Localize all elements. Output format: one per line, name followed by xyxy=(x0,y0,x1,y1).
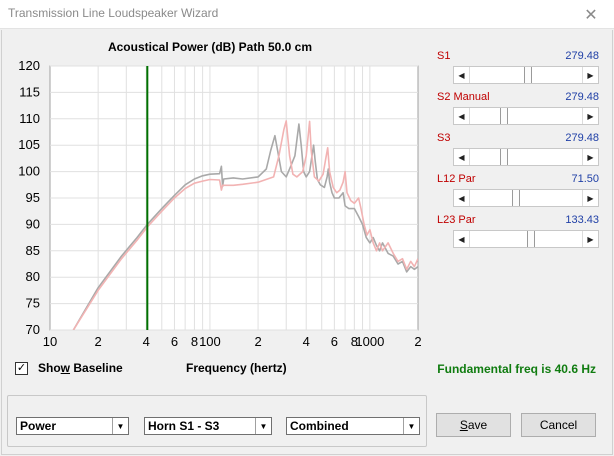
cancel-button[interactable]: Cancel xyxy=(521,413,596,437)
x-axis-label: Frequency (hertz) xyxy=(186,361,287,375)
section-value: Horn S1 - S3 xyxy=(148,419,220,433)
scroll-right-icon[interactable]: ▶ xyxy=(582,108,598,124)
save-accelerator: S xyxy=(459,418,468,432)
y-tick-label: 110 xyxy=(19,111,40,126)
series-line-2 xyxy=(72,120,418,330)
x-tick-label: 1000 xyxy=(355,334,384,349)
slider-s2-label: S2 Manual xyxy=(437,91,490,103)
display-mode-value: Power xyxy=(20,419,57,433)
slider-l23: L23 Par 133.43 ◀ ▶ xyxy=(435,214,599,250)
section-select[interactable]: Horn S1 - S3 ▼ xyxy=(144,417,272,435)
x-tick-label: 100 xyxy=(199,334,221,349)
title-bar: Transmission Line Loudspeaker Wizard ✕ xyxy=(0,0,614,29)
view-options-group xyxy=(7,395,427,447)
scroll-right-icon[interactable]: ▶ xyxy=(582,190,598,206)
slider-s3-value: 279.48 xyxy=(565,132,599,144)
x-tick-label: 6 xyxy=(331,334,338,349)
slider-s1-scrollbar[interactable]: ◀ ▶ xyxy=(453,66,599,84)
slider-l12: L12 Par 71.50 ◀ ▶ xyxy=(435,173,599,209)
output-select[interactable]: Combined ▼ xyxy=(286,417,420,435)
chart-title: Acoustical Power (dB) Path 50.0 cm xyxy=(107,40,313,54)
fundamental-frequency-text: Fundamental freq is 40.6 Hz xyxy=(437,362,596,376)
y-tick-label: 105 xyxy=(18,137,40,152)
slider-l12-scrollbar[interactable]: ◀ ▶ xyxy=(453,189,599,207)
slider-l23-label: L23 Par xyxy=(437,214,476,226)
accelerator-key: w xyxy=(60,361,71,375)
chevron-down-icon[interactable]: ▼ xyxy=(403,418,419,434)
slider-l12-value: 71.50 xyxy=(571,173,599,185)
scroll-left-icon[interactable]: ◀ xyxy=(454,231,470,247)
slider-s1-thumb[interactable] xyxy=(524,67,532,83)
x-tick-label: 2 xyxy=(414,334,421,349)
slider-s3: S3 279.48 ◀ ▶ xyxy=(435,132,599,168)
output-value: Combined xyxy=(290,419,349,433)
slider-s1-value: 279.48 xyxy=(565,50,599,62)
y-tick-label: 80 xyxy=(26,269,40,284)
x-tick-label: 2 xyxy=(95,334,102,349)
x-tick-label: 4 xyxy=(143,334,150,349)
label-suffix: Baseline xyxy=(70,361,123,375)
slider-s1: S1 279.48 ◀ ▶ xyxy=(435,50,599,86)
slider-s1-label: S1 xyxy=(437,50,451,62)
display-mode-select[interactable]: Power ▼ xyxy=(16,417,129,435)
scroll-left-icon[interactable]: ◀ xyxy=(454,67,470,83)
y-tick-label: 115 xyxy=(19,84,40,99)
slider-l12-label: L12 Par xyxy=(437,173,476,185)
scroll-right-icon[interactable]: ▶ xyxy=(582,149,598,165)
close-icon[interactable]: ✕ xyxy=(584,6,598,24)
show-baseline-checkbox[interactable]: ✓ xyxy=(15,362,28,375)
show-baseline-label[interactable]: Show Baseline xyxy=(38,361,123,375)
slider-l23-thumb[interactable] xyxy=(527,231,535,247)
slider-s2-value: 279.48 xyxy=(565,91,599,103)
slider-l12-thumb[interactable] xyxy=(512,190,520,206)
x-tick-label: 2 xyxy=(254,334,261,349)
series-line-1 xyxy=(72,123,418,330)
slider-s2-scrollbar[interactable]: ◀ ▶ xyxy=(453,107,599,125)
slider-l23-scrollbar[interactable]: ◀ ▶ xyxy=(453,230,599,248)
x-tick-label: 8 xyxy=(351,334,358,349)
dialog-body xyxy=(1,30,613,455)
slider-s3-label: S3 xyxy=(437,132,451,144)
chevron-down-icon[interactable]: ▼ xyxy=(255,418,271,434)
chevron-down-icon[interactable]: ▼ xyxy=(112,418,128,434)
slider-s3-thumb[interactable] xyxy=(500,149,508,165)
y-tick-label: 90 xyxy=(26,216,40,231)
save-label: ave xyxy=(467,418,488,432)
y-tick-label: 85 xyxy=(26,243,40,258)
scroll-left-icon[interactable]: ◀ xyxy=(454,108,470,124)
x-tick-label: 6 xyxy=(171,334,178,349)
slider-s3-scrollbar[interactable]: ◀ ▶ xyxy=(453,148,599,166)
y-tick-label: 95 xyxy=(26,190,40,205)
x-tick-label: 4 xyxy=(303,334,310,349)
scroll-left-icon[interactable]: ◀ xyxy=(454,149,470,165)
x-tick-label: 10 xyxy=(43,334,57,349)
y-tick-label: 100 xyxy=(18,164,40,179)
slider-s2-thumb[interactable] xyxy=(500,108,508,124)
y-tick-label: 120 xyxy=(18,58,40,73)
scroll-right-icon[interactable]: ▶ xyxy=(582,67,598,83)
x-tick-label: 8 xyxy=(191,334,198,349)
slider-l23-value: 133.43 xyxy=(565,214,599,226)
scroll-left-icon[interactable]: ◀ xyxy=(454,190,470,206)
slider-s2: S2 Manual 279.48 ◀ ▶ xyxy=(435,91,599,127)
y-tick-label: 70 xyxy=(26,322,40,337)
y-tick-label: 75 xyxy=(26,296,40,311)
label-prefix: Sho xyxy=(38,361,61,375)
scroll-right-icon[interactable]: ▶ xyxy=(582,231,598,247)
window-title: Transmission Line Loudspeaker Wizard xyxy=(8,6,219,20)
